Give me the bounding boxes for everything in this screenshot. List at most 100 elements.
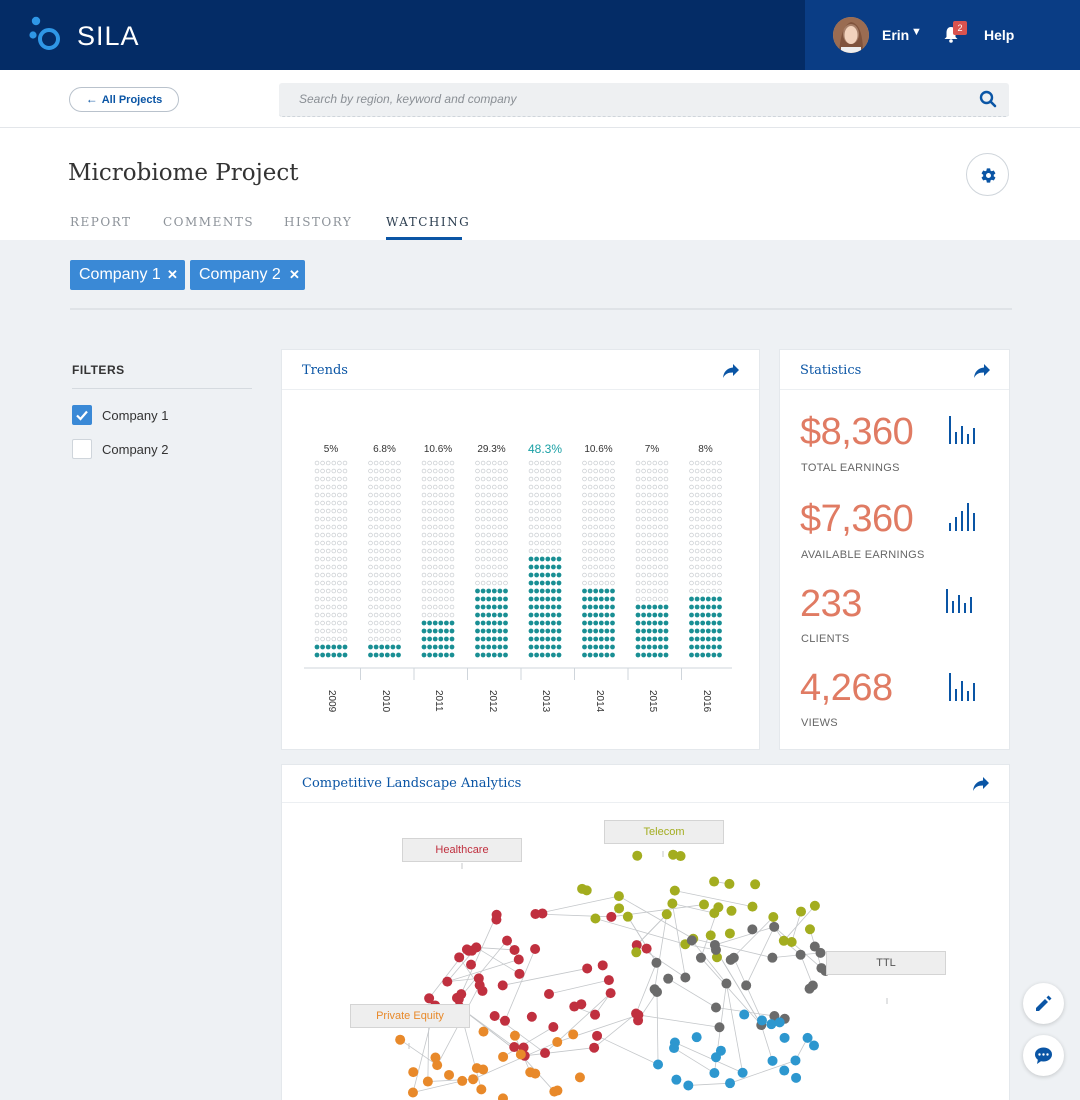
network-node[interactable] xyxy=(675,851,686,862)
bar-chart-icon[interactable] xyxy=(947,414,979,444)
trend-bar-2012[interactable] xyxy=(475,460,508,658)
network-node[interactable] xyxy=(725,1078,736,1089)
network-node[interactable] xyxy=(709,1068,720,1079)
filter-checkbox-company-2[interactable] xyxy=(72,439,92,459)
network-node[interactable] xyxy=(774,1017,785,1028)
network-node[interactable] xyxy=(502,935,513,946)
network-node[interactable] xyxy=(767,1055,778,1066)
network-node[interactable] xyxy=(769,921,780,932)
trend-bar-2014[interactable] xyxy=(582,460,615,658)
avatar[interactable] xyxy=(833,17,869,53)
tab-report[interactable]: REPORT xyxy=(70,215,132,229)
network-node[interactable] xyxy=(809,1040,820,1051)
network-node[interactable] xyxy=(695,952,706,963)
network-node[interactable] xyxy=(544,989,555,1000)
network-node[interactable] xyxy=(750,879,761,890)
tab-history[interactable]: HISTORY xyxy=(284,215,353,229)
network-node[interactable] xyxy=(756,1015,767,1026)
network-node[interactable] xyxy=(568,1029,579,1040)
network-node[interactable] xyxy=(631,947,642,958)
network-node[interactable] xyxy=(530,908,541,919)
network-node[interactable] xyxy=(509,944,520,955)
network-node[interactable] xyxy=(766,1019,777,1030)
network-node[interactable] xyxy=(489,1010,500,1021)
network-node[interactable] xyxy=(471,942,482,953)
network-node[interactable] xyxy=(444,1069,455,1080)
tab-comments[interactable]: COMMENTS xyxy=(163,215,255,229)
remove-tag-icon[interactable]: ✕ xyxy=(289,267,300,282)
share-icon[interactable] xyxy=(972,776,990,792)
filter-label-company-2[interactable]: Company 2 xyxy=(102,442,169,457)
network-node[interactable] xyxy=(741,980,752,991)
network-node[interactable] xyxy=(582,963,593,974)
network-node[interactable] xyxy=(432,1060,443,1071)
search-icon[interactable] xyxy=(979,90,997,108)
network-node[interactable] xyxy=(476,1084,487,1095)
network-node[interactable] xyxy=(514,968,525,979)
network-node[interactable] xyxy=(597,960,608,971)
network-node[interactable] xyxy=(721,978,732,989)
network-node[interactable] xyxy=(809,941,820,952)
network-node[interactable] xyxy=(713,902,724,913)
chat-button[interactable] xyxy=(1023,1035,1064,1076)
edit-button[interactable] xyxy=(1023,983,1064,1024)
network-node[interactable] xyxy=(632,850,643,861)
network-node[interactable] xyxy=(592,1030,603,1041)
network-node[interactable] xyxy=(422,1076,433,1087)
network-node[interactable] xyxy=(705,930,716,941)
network-node[interactable] xyxy=(498,1051,509,1062)
network-node[interactable] xyxy=(408,1067,419,1078)
network-node[interactable] xyxy=(590,1009,601,1020)
network-node[interactable] xyxy=(778,935,789,946)
network-node[interactable] xyxy=(540,1048,551,1059)
network-node[interactable] xyxy=(786,937,797,948)
trend-bar-2010[interactable] xyxy=(368,460,401,658)
network-node[interactable] xyxy=(796,906,807,917)
network-node[interactable] xyxy=(767,952,778,963)
network-node[interactable] xyxy=(614,903,625,914)
network-node[interactable] xyxy=(714,1022,725,1033)
network-node[interactable] xyxy=(768,912,779,923)
network-node[interactable] xyxy=(530,1068,541,1079)
network-node[interactable] xyxy=(739,1009,750,1020)
share-icon[interactable] xyxy=(973,363,991,379)
network-node[interactable] xyxy=(633,1015,644,1026)
network-node[interactable] xyxy=(641,943,652,954)
network-node[interactable] xyxy=(497,980,508,991)
trend-bar-2013[interactable] xyxy=(528,460,562,658)
network-node[interactable] xyxy=(779,1065,790,1076)
trend-bar-2009[interactable] xyxy=(314,460,348,658)
network-node[interactable] xyxy=(686,935,697,946)
bar-chart-icon[interactable] xyxy=(947,671,979,701)
network-node[interactable] xyxy=(574,1072,585,1083)
network-node[interactable] xyxy=(683,1080,694,1091)
network-node[interactable] xyxy=(663,973,674,984)
bar-chart-icon[interactable] xyxy=(947,501,979,531)
chevron-down-icon[interactable]: ▼ xyxy=(911,26,922,38)
network-node[interactable] xyxy=(456,989,467,1000)
network-node[interactable] xyxy=(661,909,672,920)
network-node[interactable] xyxy=(790,1055,801,1066)
network-node[interactable] xyxy=(474,980,485,991)
network-node[interactable] xyxy=(478,1026,489,1037)
network-node[interactable] xyxy=(791,1072,802,1083)
network-node[interactable] xyxy=(497,1093,508,1100)
network-node[interactable] xyxy=(726,905,737,916)
network-node[interactable] xyxy=(605,988,616,999)
bar-chart-icon[interactable] xyxy=(944,587,976,617)
network-node[interactable] xyxy=(795,949,806,960)
network-node[interactable] xyxy=(471,1063,482,1074)
trend-bar-2016[interactable] xyxy=(689,460,722,658)
network-node[interactable] xyxy=(631,940,642,951)
network-node[interactable] xyxy=(395,1034,406,1045)
network-node[interactable] xyxy=(407,1087,418,1098)
network-node[interactable] xyxy=(442,976,453,987)
brand-name[interactable]: SILA xyxy=(77,21,140,51)
all-projects-button[interactable]: ← All Projects xyxy=(69,87,179,112)
network-node[interactable] xyxy=(515,1049,526,1060)
network-node[interactable] xyxy=(691,1032,702,1043)
tab-watching[interactable]: WATCHING xyxy=(386,215,471,229)
network-node[interactable] xyxy=(698,899,709,910)
network-node[interactable] xyxy=(603,975,614,986)
help-link[interactable]: Help xyxy=(984,27,1015,43)
